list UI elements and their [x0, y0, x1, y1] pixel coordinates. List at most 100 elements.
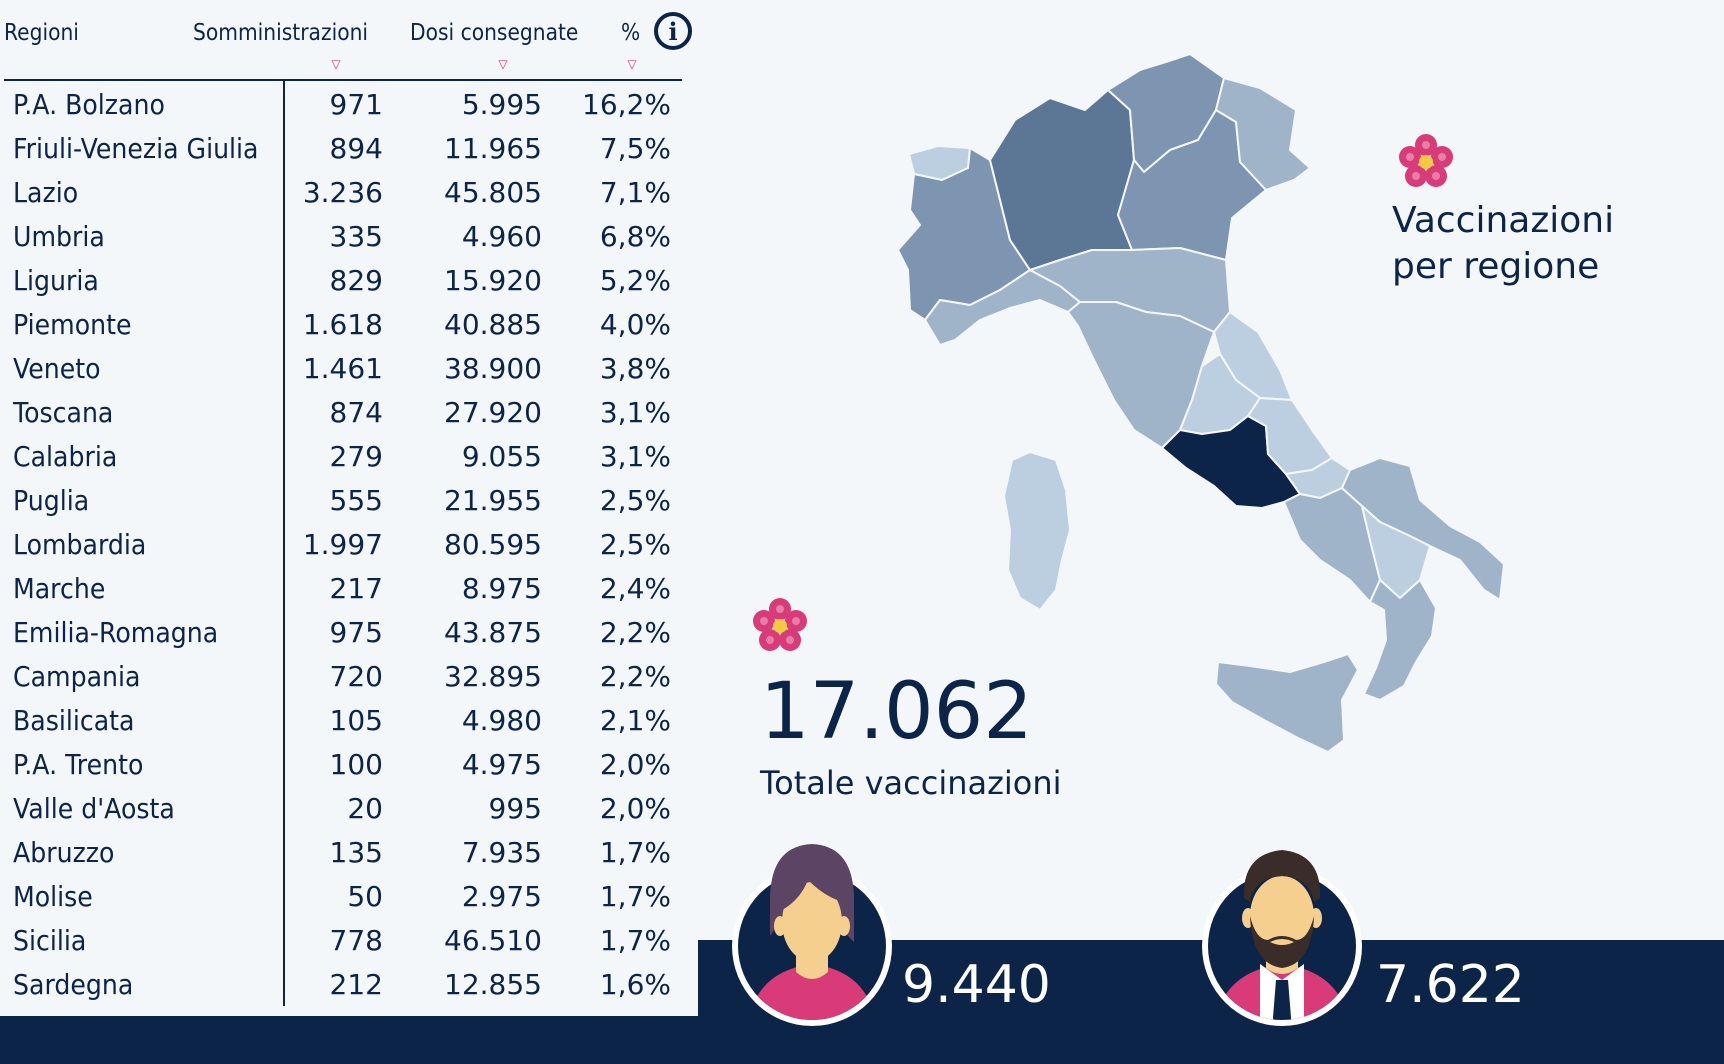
table-row[interactable]: Lombardia 1.997 80.595 2,5% — [0, 524, 690, 568]
percent-cell: 2,0% — [599, 792, 671, 825]
header-regioni[interactable]: Regioni — [4, 20, 79, 46]
percent-cell: 2,1% — [599, 704, 671, 737]
map-region-calabria[interactable] — [1363, 579, 1437, 701]
percent-cell: 2,5% — [599, 484, 671, 517]
administrations-cell: 874 — [329, 396, 383, 429]
total-vaccinations-label: Totale vaccinazioni — [760, 764, 1062, 802]
delivered-cell: 46.510 — [444, 924, 542, 957]
region-name: Umbria — [13, 220, 105, 253]
table-row[interactable]: Sardegna 212 12.855 1,6% — [0, 964, 690, 1008]
delivered-cell: 2.975 — [461, 880, 542, 913]
region-name: Valle d'Aosta — [13, 792, 175, 825]
table-row[interactable]: Toscana 874 27.920 3,1% — [0, 392, 690, 436]
percent-cell: 16,2% — [582, 88, 671, 121]
percent-cell: 7,5% — [599, 132, 671, 165]
administrations-cell: 135 — [329, 836, 383, 869]
header-dosi-consegnate[interactable]: Dosi consegnate — [410, 20, 579, 46]
table-row[interactable]: Puglia 555 21.955 2,5% — [0, 480, 690, 524]
header-percent[interactable]: % — [621, 20, 641, 46]
percent-cell: 3,8% — [599, 352, 671, 385]
percent-cell: 7,1% — [599, 176, 671, 209]
map-region-friuli-venezia-giulia[interactable] — [1215, 77, 1311, 191]
table-row[interactable]: Veneto 1.461 38.900 3,8% — [0, 348, 690, 392]
administrations-cell: 1.461 — [302, 352, 383, 385]
page-title: Vaccinazioni per regione — [1392, 198, 1614, 290]
region-name: Basilicata — [13, 704, 135, 737]
delivered-cell: 43.875 — [444, 616, 542, 649]
region-name: P.A. Bolzano — [13, 88, 165, 121]
table-body: P.A. Bolzano 971 5.995 16,2% Friuli-Venezia … — [0, 84, 690, 1008]
table-row[interactable]: Piemonte 1.618 40.885 4,0% — [0, 304, 690, 348]
table-row[interactable]: Calabria 279 9.055 3,1% — [0, 436, 690, 480]
map-region-sicilia[interactable] — [1215, 653, 1359, 753]
sort-down-triangle-icon[interactable]: ▽ — [498, 57, 508, 71]
region-name: Lombardia — [13, 528, 147, 561]
table-row[interactable]: Emilia-Romagna 975 43.875 2,2% — [0, 612, 690, 656]
table-row[interactable]: Friuli-Venezia Giulia 894 11.965 7,5% — [0, 128, 690, 172]
percent-cell: 2,0% — [599, 748, 671, 781]
table-row[interactable]: Basilicata 105 4.980 2,1% — [0, 700, 690, 744]
percent-cell: 2,2% — [599, 660, 671, 693]
delivered-cell: 45.805 — [444, 176, 542, 209]
delivered-cell: 12.855 — [444, 968, 542, 1001]
sort-down-triangle-icon[interactable]: ▽ — [331, 57, 341, 71]
woman-avatar-icon — [732, 844, 892, 1026]
table-row[interactable]: Sicilia 778 46.510 1,7% — [0, 920, 690, 964]
administrations-cell: 100 — [329, 748, 383, 781]
delivered-cell: 4.960 — [461, 220, 542, 253]
delivered-cell: 5.995 — [461, 88, 542, 121]
region-name: Sicilia — [13, 924, 87, 957]
delivered-cell: 80.595 — [444, 528, 542, 561]
administrations-cell: 555 — [329, 484, 383, 517]
administrations-cell: 975 — [329, 616, 383, 649]
region-name: Lazio — [13, 176, 79, 209]
header-somministrazioni[interactable]: Somministrazioni — [193, 20, 369, 46]
info-icon[interactable]: i — [654, 12, 692, 50]
table-row[interactable]: Molise 50 2.975 1,7% — [0, 876, 690, 920]
percent-cell: 3,1% — [599, 396, 671, 429]
title-line-1: Vaccinazioni — [1392, 200, 1615, 241]
delivered-cell: 7.935 — [461, 836, 542, 869]
region-name: Marche — [13, 572, 106, 605]
percent-cell: 1,7% — [599, 880, 671, 913]
region-name: Toscana — [13, 396, 114, 429]
map-region-lombardia[interactable] — [989, 89, 1135, 271]
table-row[interactable]: Abruzzo 135 7.935 1,7% — [0, 832, 690, 876]
sort-down-triangle-icon[interactable]: ▽ — [627, 57, 637, 71]
region-name: Liguria — [13, 264, 99, 297]
table-row[interactable]: Valle d'Aosta 20 995 2,0% — [0, 788, 690, 832]
region-name: P.A. Trento — [13, 748, 144, 781]
delivered-cell: 38.900 — [444, 352, 542, 385]
table-row[interactable]: P.A. Bolzano 971 5.995 16,2% — [0, 84, 690, 128]
female-count: 9.440 — [902, 955, 1051, 1015]
percent-cell: 2,4% — [599, 572, 671, 605]
administrations-cell: 105 — [329, 704, 383, 737]
man-avatar-icon — [1202, 850, 1362, 1026]
flower-icon — [753, 598, 807, 651]
delivered-cell: 27.920 — [444, 396, 542, 429]
percent-cell: 1,7% — [599, 836, 671, 869]
region-name: Friuli-Venezia Giulia — [13, 132, 259, 165]
region-name: Puglia — [13, 484, 90, 517]
percent-cell: 3,1% — [599, 440, 671, 473]
table-row[interactable]: Marche 217 8.975 2,4% — [0, 568, 690, 612]
delivered-cell: 995 — [488, 792, 542, 825]
administrations-cell: 212 — [329, 968, 383, 1001]
percent-cell: 5,2% — [599, 264, 671, 297]
administrations-cell: 217 — [329, 572, 383, 605]
map-region-sardegna[interactable] — [1003, 451, 1071, 611]
administrations-cell: 279 — [329, 440, 383, 473]
administrations-cell: 1.997 — [302, 528, 383, 561]
map-region-veneto[interactable] — [1117, 109, 1267, 261]
delivered-cell: 4.980 — [461, 704, 542, 737]
administrations-cell: 3.236 — [302, 176, 383, 209]
table-row[interactable]: P.A. Trento 100 4.975 2,0% — [0, 744, 690, 788]
table-row[interactable]: Campania 720 32.895 2,2% — [0, 656, 690, 700]
table-row[interactable]: Liguria 829 15.920 5,2% — [0, 260, 690, 304]
delivered-cell: 11.965 — [444, 132, 542, 165]
table-row[interactable]: Lazio 3.236 45.805 7,1% — [0, 172, 690, 216]
percent-cell: 2,2% — [599, 616, 671, 649]
region-name: Calabria — [13, 440, 118, 473]
table-row[interactable]: Umbria 335 4.960 6,8% — [0, 216, 690, 260]
administrations-cell: 1.618 — [302, 308, 383, 341]
